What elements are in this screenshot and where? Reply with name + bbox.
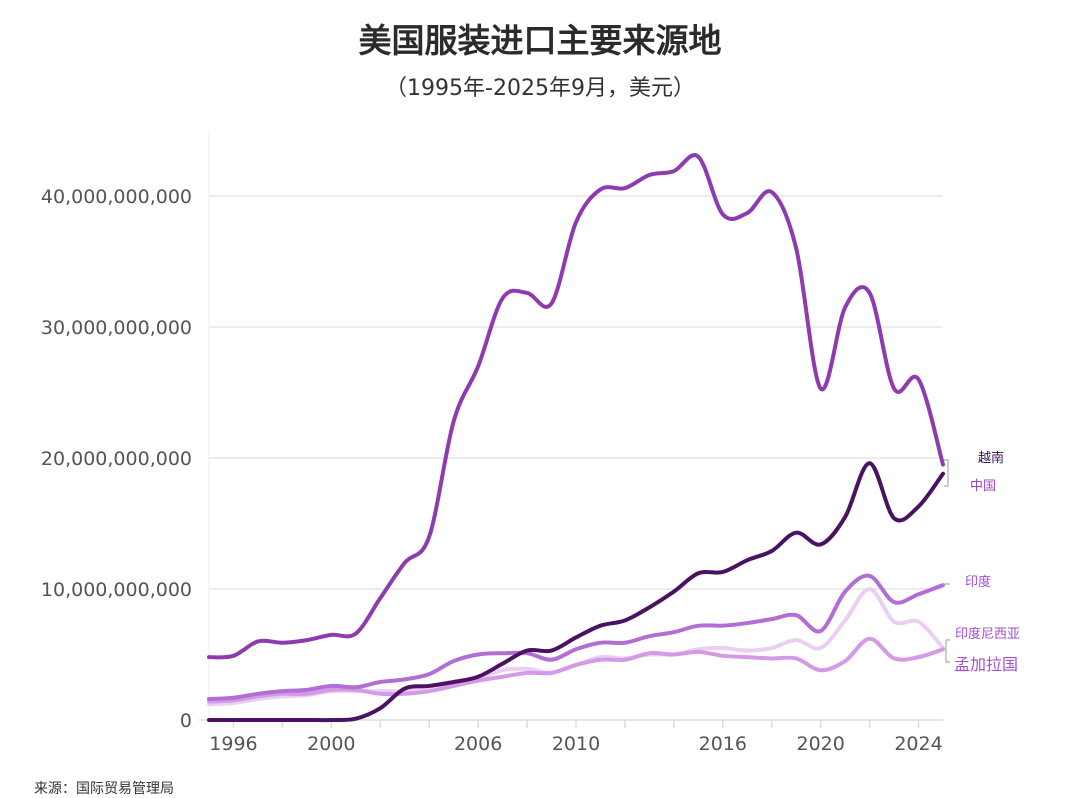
chart-title: 美国服装进口主要来源地 bbox=[358, 21, 722, 60]
series-label: 孟加拉国 bbox=[954, 655, 1018, 674]
x-tick-label: 2016 bbox=[699, 733, 747, 755]
y-tick-label: 40,000,000,000 bbox=[41, 186, 192, 208]
x-tick-label: 2000 bbox=[307, 733, 355, 755]
series-line-2 bbox=[207, 573, 945, 702]
x-tick-label: 2006 bbox=[454, 733, 502, 755]
y-tick-label: 0 bbox=[180, 710, 192, 732]
x-tick-label: 2024 bbox=[894, 733, 942, 755]
chart-subtitle: （1995年-2025年9月，美元） bbox=[385, 76, 695, 101]
x-tick-label: 2010 bbox=[552, 733, 600, 755]
label-bracket bbox=[945, 639, 950, 663]
series-line-4 bbox=[207, 636, 945, 704]
series-line-0 bbox=[207, 153, 945, 660]
y-tick-label: 30,000,000,000 bbox=[41, 317, 192, 339]
y-tick-label: 20,000,000,000 bbox=[41, 448, 192, 470]
series-label: 印度 bbox=[965, 574, 991, 590]
label-bracket bbox=[944, 459, 949, 487]
source-note: 来源：国际贸易管理局 bbox=[34, 781, 174, 797]
series-label: 印度尼西亚 bbox=[955, 626, 1020, 642]
series-label: 越南 bbox=[978, 450, 1004, 466]
x-tick-label: 1996 bbox=[209, 733, 257, 755]
series-label: 中国 bbox=[970, 479, 996, 494]
series-line-1 bbox=[207, 461, 945, 723]
x-tick-label: 2020 bbox=[796, 733, 844, 755]
y-tick-label: 10,000,000,000 bbox=[41, 579, 192, 601]
